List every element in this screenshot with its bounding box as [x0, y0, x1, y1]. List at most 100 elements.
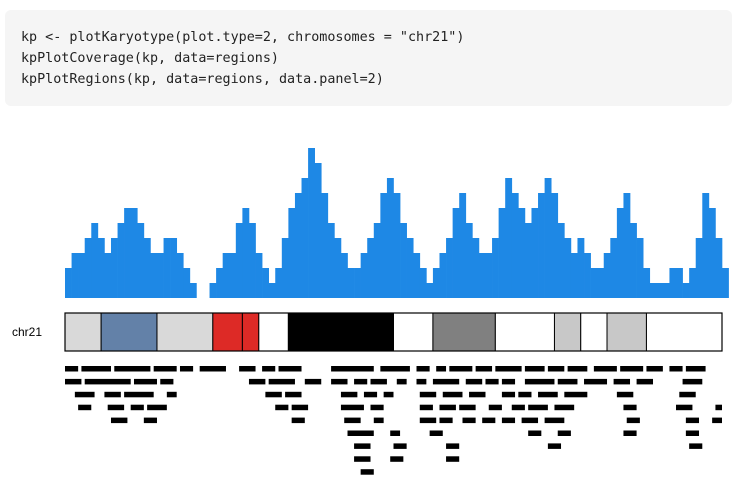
region-block: [715, 404, 722, 411]
coverage-bar: [229, 253, 237, 298]
ideogram-band: [287, 312, 395, 352]
region-block: [81, 366, 111, 372]
coverage-bar: [722, 268, 729, 298]
region-block: [465, 378, 483, 385]
coverage-bar: [97, 238, 105, 298]
region-block: [363, 391, 378, 398]
coverage-bar: [623, 193, 631, 298]
coverage-bar: [340, 253, 348, 298]
coverage-bar: [209, 283, 217, 298]
region-block: [344, 417, 361, 424]
coverage-bar: [367, 238, 375, 298]
coverage-panel: [65, 148, 729, 298]
coverage-bar: [268, 283, 276, 298]
coverage-bar: [439, 253, 447, 298]
coverage-bar: [347, 268, 355, 298]
region-block: [390, 456, 404, 462]
region-block: [360, 469, 374, 475]
region-block: [143, 417, 157, 424]
region-block: [584, 378, 608, 385]
coverage-bar: [689, 268, 697, 298]
region-block: [153, 366, 177, 372]
ideogram-band: [100, 312, 158, 352]
region-block: [291, 404, 309, 411]
coverage-bar: [143, 238, 151, 298]
ideogram-band: [212, 312, 243, 352]
region-block: [439, 417, 453, 424]
ideogram-band: [64, 312, 102, 352]
coverage-bar: [584, 253, 591, 298]
coverage-bar: [682, 283, 690, 298]
coverage-bar: [275, 268, 283, 298]
region-block: [620, 366, 644, 372]
region-block: [133, 378, 157, 385]
region-block: [518, 391, 532, 398]
region-block: [613, 378, 631, 385]
region-block: [248, 378, 266, 385]
region-block: [449, 366, 473, 372]
region-block: [429, 430, 443, 436]
coverage-bar: [662, 283, 670, 298]
coverage-bar: [216, 268, 224, 298]
coverage-bar: [104, 253, 112, 298]
coverage-bar: [373, 223, 381, 298]
region-block: [626, 417, 640, 424]
region-block: [331, 378, 348, 385]
region-block: [469, 391, 486, 398]
region-block: [354, 443, 371, 449]
region-block: [682, 378, 703, 385]
coverage-bar: [478, 253, 486, 298]
region-block: [557, 378, 578, 385]
region-block: [304, 378, 322, 385]
region-block: [262, 366, 276, 372]
region-block: [354, 456, 371, 462]
coverage-bar: [301, 178, 309, 298]
region-block: [482, 417, 496, 424]
region-block: [370, 378, 387, 385]
region-block: [501, 378, 516, 385]
ideogram-band: [580, 312, 608, 352]
coverage-bar: [235, 223, 243, 298]
coverage-bar: [281, 238, 289, 298]
coverage-bar: [124, 208, 132, 298]
region-block: [147, 404, 167, 411]
ideogram-outline: [64, 312, 723, 352]
region-block: [646, 366, 663, 372]
region-block: [511, 404, 525, 411]
region-block: [340, 391, 358, 398]
region-block: [373, 417, 384, 424]
coverage-bar: [492, 238, 499, 298]
coverage-bar: [222, 253, 230, 298]
region-block: [501, 417, 516, 424]
coverage-bar: [485, 253, 493, 298]
region-block: [623, 430, 637, 436]
region-block: [285, 391, 302, 398]
code-block: kp <- plotKaryotype(plot.type=2, chromos…: [5, 10, 732, 106]
coverage-bar: [524, 223, 532, 298]
ideogram-band: [494, 312, 555, 352]
region-block: [679, 391, 696, 398]
chromosome-ideogram: [64, 312, 723, 352]
region-block: [160, 378, 174, 385]
coverage-bar: [590, 268, 598, 298]
region-block: [419, 417, 437, 424]
region-block: [110, 417, 128, 424]
ideogram-band: [432, 312, 496, 352]
ideogram-band: [553, 312, 582, 352]
coverage-bar: [150, 253, 158, 298]
chromosome-label: chr21: [12, 325, 42, 339]
coverage-bar: [71, 253, 79, 298]
coverage-bar: [360, 253, 368, 298]
ideogram-band: [258, 312, 289, 352]
coverage-bar: [327, 223, 335, 298]
region-block: [547, 443, 562, 449]
coverage-bar: [380, 193, 388, 298]
region-block: [416, 366, 430, 372]
region-block: [278, 366, 302, 372]
region-block: [501, 391, 516, 398]
region-block: [524, 378, 555, 385]
code-line: kpPlotRegions(kp, data=regions, data.pan…: [21, 72, 384, 87]
coverage-bar: [170, 238, 178, 298]
coverage-bar: [393, 193, 401, 298]
region-block: [380, 366, 410, 372]
